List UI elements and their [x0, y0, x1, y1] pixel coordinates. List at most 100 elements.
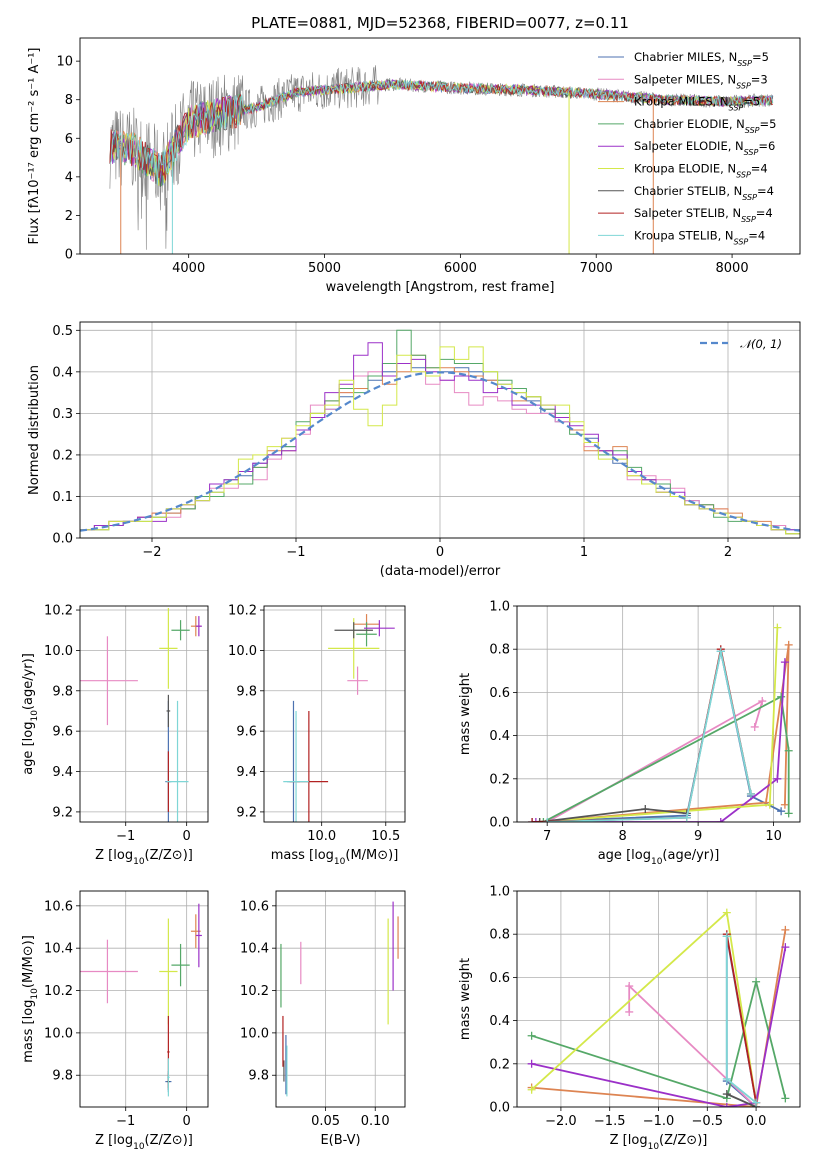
weight-marker-kroupa_elodie — [722, 908, 731, 917]
weight-marker-kroupa_miles — [780, 800, 789, 809]
y-axis-label: Flux [fλ10⁻¹⁷ erg cm⁻² s⁻¹ A⁻¹] — [27, 48, 42, 245]
panel-mass_vs_EBV: 0.05 0.10 9.8 10.0 10.2 10.4 10.6 E(B-V) — [240, 890, 406, 1148]
legend-label: Chabrier ELODIE, NSSP=5 — [634, 117, 776, 134]
label-part: Z [ — [95, 1133, 113, 1148]
label-part: log — [113, 1133, 133, 1148]
legend-sub: SSP — [742, 192, 757, 201]
legend-text: =6 — [758, 139, 775, 153]
y-tick-label: 0.4 — [489, 1014, 510, 1029]
x-tick-label: 8 — [619, 829, 627, 844]
y-tick-label: 0.8 — [489, 643, 510, 658]
weight-marker-chabrier_elodie — [784, 809, 793, 818]
x-axis-label: age [log10(age/yr)] — [598, 848, 720, 867]
x-axis-label: mass [log10(M/M⊙)] — [271, 848, 399, 867]
weight-line-salpeter_elodie — [531, 947, 787, 1107]
weight-marker-chabrier_elodie — [527, 1031, 536, 1040]
x-tick-label: 10 — [765, 829, 782, 844]
weight-line-chabrier_stelib — [726, 1093, 757, 1107]
y-tick-label: 0.4 — [52, 365, 73, 380]
weight-marker-salpeter_stelib — [528, 818, 537, 822]
legend-sub: SSP — [736, 170, 751, 179]
label-part: 10 — [648, 1142, 660, 1152]
weight-line-kroupa_miles — [531, 929, 787, 1107]
panel-residuals: −2 −1 0 1 2 0.0 0.1 0.2 0.3 0.4 0.5 (data-model)/er… — [27, 321, 801, 579]
legend-label: Salpeter STELIB, NSSP=4 — [634, 206, 773, 224]
axes-frame — [79, 890, 209, 1108]
weight-marker-kroupa_miles — [784, 640, 793, 649]
y-tick-label: 0 — [65, 248, 73, 263]
label-part: (M/M⊙)] — [21, 935, 36, 988]
legend-text: Chabrier STELIB, N — [634, 184, 742, 198]
plot-area-weight_vs_age — [528, 623, 793, 822]
label-part: age [ — [21, 741, 36, 774]
x-tick-label: 10.5 — [371, 829, 400, 844]
y-tick-label: 4 — [65, 170, 73, 185]
axes-frame — [516, 605, 801, 823]
y-tick-label: 0.0 — [489, 816, 510, 831]
label-part: (Z/Z⊙)] — [145, 848, 193, 863]
plot-area-mass_vs_Z — [80, 903, 202, 1097]
legend-label: Salpeter MILES, NSSP=3 — [634, 72, 768, 90]
figure-title: PLATE=0881, MJD=52368, FIBERID=0077, z=0… — [251, 14, 629, 32]
label-part: 10 — [30, 710, 40, 722]
legend-text: Salpeter ELODIE, N — [634, 139, 744, 153]
y-tick-label: 10.6 — [240, 899, 269, 914]
legend-sub: SSP — [741, 215, 756, 224]
label-part: 10 — [133, 1142, 145, 1152]
legend-text: =4 — [757, 184, 774, 198]
label-part: age [ — [598, 848, 631, 863]
y-tick-label: 0.0 — [489, 1101, 510, 1116]
axes-frame — [79, 605, 209, 823]
label-part: (Z/Z⊙)] — [659, 1133, 707, 1148]
y-tick-label: 6 — [65, 132, 73, 147]
x-tick-label: 7 — [543, 829, 551, 844]
weight-line-kroupa_stelib — [547, 651, 752, 822]
axes-frame — [263, 605, 406, 823]
x-tick-label: 6000 — [444, 261, 477, 276]
plot-area-residuals — [80, 329, 800, 538]
legend-sub: SSP — [736, 81, 751, 90]
y-axis-label: age [log10(age/yr)] — [21, 653, 40, 775]
label-part: Z [ — [95, 848, 113, 863]
x-tick-label: 10.0 — [307, 829, 336, 844]
axes-frame — [79, 37, 801, 255]
weight-marker-kroupa_stelib — [682, 813, 691, 822]
label-part: mass weight — [458, 673, 473, 755]
label-part: (age/yr)] — [662, 848, 719, 863]
label-part: mass [ — [271, 848, 314, 863]
weight-marker-salpeter_miles — [625, 982, 634, 991]
x-tick-label: −2.0 — [545, 1114, 577, 1129]
legend-text: =5 — [743, 95, 760, 109]
x-tick-label: 0 — [183, 1114, 191, 1129]
y-tick-label: 0.6 — [489, 686, 510, 701]
x-tick-label: −1.0 — [643, 1114, 675, 1129]
legend-text: =4 — [748, 228, 765, 242]
x-axis-label: Z [log10(Z/Z⊙)] — [95, 1133, 193, 1152]
x-tick-label: 0 — [436, 545, 444, 560]
y-tick-label: 9.8 — [52, 1069, 73, 1084]
axes-frame — [275, 890, 406, 1108]
weight-marker-chabrier_elodie — [539, 818, 548, 822]
y-axis-label: mass weight — [458, 958, 473, 1040]
y-tick-label: 10.6 — [44, 899, 73, 914]
weight-marker-chabrier_stelib — [641, 805, 650, 814]
panel-age_vs_mass: 10.0 10.5 9.2 9.4 9.6 9.8 10.0 10.2 mass [log10(… — [228, 604, 406, 867]
y-tick-label: 0.3 — [52, 407, 73, 422]
axes-frame — [516, 890, 801, 1108]
legend-sub: SSP — [734, 237, 749, 246]
weight-marker-chabrier_elodie — [781, 1094, 790, 1103]
y-tick-label: 10.4 — [44, 942, 73, 957]
x-tick-label: −1 — [286, 545, 305, 560]
y-tick-label: 0.5 — [52, 324, 73, 339]
panel-mass_vs_Z: −1 09.810.010.210.410.6Z [log10(Z/Z⊙)]mas… — [21, 890, 209, 1152]
legend-text: =3 — [751, 72, 768, 86]
y-tick-label: 9.6 — [236, 725, 257, 740]
axes-frame — [79, 321, 801, 539]
label-part: E(B-V) — [320, 1133, 360, 1148]
y-tick-label: 0.4 — [489, 729, 510, 744]
x-tick-label: 8000 — [716, 261, 749, 276]
y-tick-label: 9.4 — [52, 765, 73, 780]
plot-area-age_vs_mass — [283, 614, 395, 822]
